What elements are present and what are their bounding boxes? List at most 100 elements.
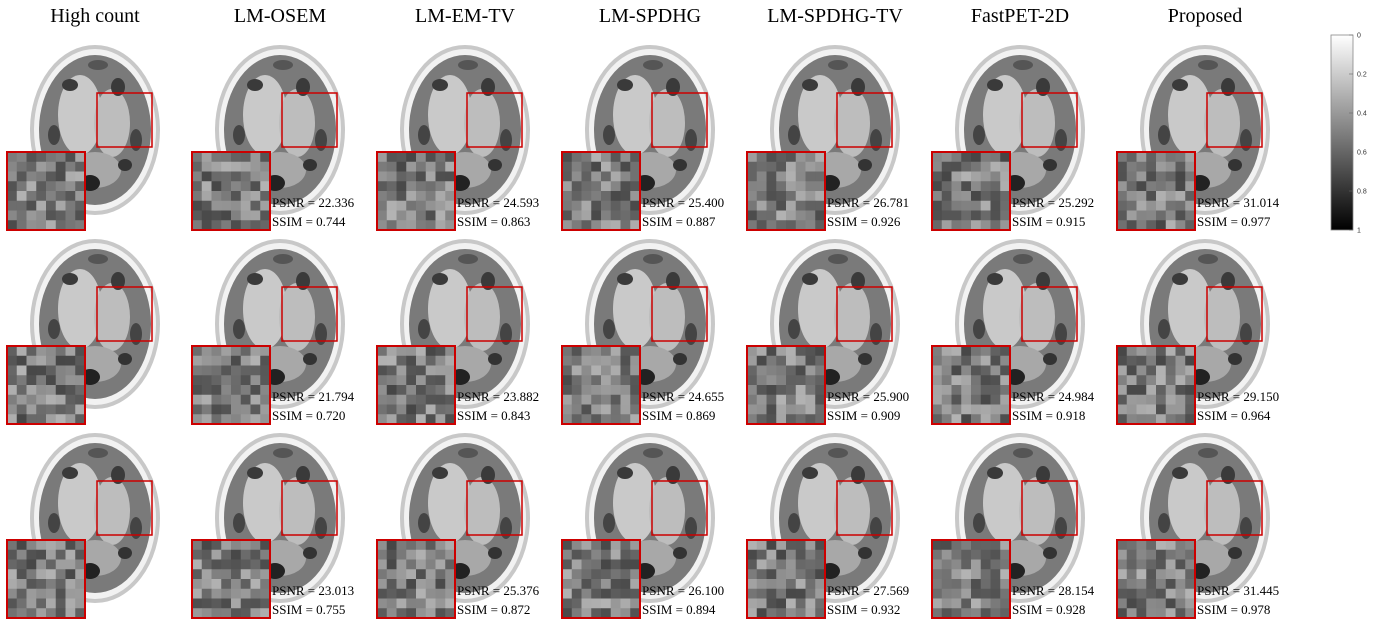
inset-pixel: [212, 191, 222, 201]
inset-pixel: [1137, 220, 1147, 230]
inset-pixel: [981, 540, 991, 550]
inset-pixel: [591, 366, 601, 376]
inset-pixel: [1117, 550, 1127, 560]
inset-pixel: [786, 172, 796, 182]
inset-pixel: [66, 560, 76, 570]
inset-pixel: [436, 181, 446, 191]
inset-pixel: [1117, 191, 1127, 201]
inset-pixel: [46, 356, 56, 366]
inset-pixel: [17, 375, 27, 385]
inset-pixel: [806, 540, 816, 550]
inset-pixel: [445, 550, 455, 560]
inset-pixel: [192, 608, 202, 618]
inset-pixel: [757, 191, 767, 201]
inset-pixel: [260, 608, 270, 618]
inset-pixel: [17, 414, 27, 424]
inset-pixel: [572, 608, 582, 618]
inset-pixel: [1000, 346, 1010, 356]
inset-pixel: [212, 414, 222, 424]
inset-pixel: [611, 395, 621, 405]
inset-pixel: [1166, 191, 1176, 201]
inset-pixel: [942, 589, 952, 599]
inset-pixel: [7, 162, 17, 172]
inset-pixel: [601, 211, 611, 221]
inset-pixel: [747, 181, 757, 191]
inset-pixel: [75, 181, 85, 191]
inset-pixel: [221, 579, 231, 589]
inset-pixel: [36, 385, 46, 395]
psnr-label: PSNR = 24.984: [1012, 389, 1095, 404]
inset-pixel: [621, 375, 631, 385]
inset-pixel: [611, 385, 621, 395]
inset-pixel: [621, 405, 631, 415]
inset-pixel: [1166, 385, 1176, 395]
inset-pixel: [1185, 579, 1195, 589]
inset-pixel: [747, 414, 757, 424]
inset-pixel: [767, 608, 777, 618]
inset-pixel: [27, 211, 37, 221]
inset-pixel: [46, 599, 56, 609]
inset-pixel: [27, 356, 37, 366]
inset-pixel: [786, 414, 796, 424]
inset-pixel: [426, 366, 436, 376]
inset-pixel: [1156, 550, 1166, 560]
inset-pixel: [406, 385, 416, 395]
inset-pixel: [212, 608, 222, 618]
inset-pixel: [36, 172, 46, 182]
inset-pixel: [621, 599, 631, 609]
inset-pixel: [757, 395, 767, 405]
inset-pixel: [1127, 201, 1137, 211]
inset-pixel: [786, 385, 796, 395]
inset-pixel: [971, 211, 981, 221]
inset-pixel: [621, 181, 631, 191]
inset-pixel: [7, 375, 17, 385]
inset-pixel: [776, 346, 786, 356]
inset-pixel: [436, 172, 446, 182]
inset-pixel: [426, 375, 436, 385]
inset-pixel: [1000, 414, 1010, 424]
inset-pixel: [221, 211, 231, 221]
inset-pixel: [776, 608, 786, 618]
inset-pixel: [1166, 414, 1176, 424]
inset-pixel: [776, 201, 786, 211]
inset-pixel: [942, 366, 952, 376]
inset-pixel: [806, 201, 816, 211]
inset-pixel: [796, 172, 806, 182]
inset-pixel: [445, 608, 455, 618]
ssim-label: SSIM = 0.843: [457, 408, 530, 423]
inset-pixel: [767, 540, 777, 550]
inset-pixel: [961, 356, 971, 366]
inset-pixel: [397, 162, 407, 172]
inset-pixel: [1176, 375, 1186, 385]
inset-pixel: [815, 211, 825, 221]
inset-pixel: [231, 599, 241, 609]
inset-pixel: [221, 589, 231, 599]
inset-pixel: [796, 162, 806, 172]
inset-pixel: [426, 191, 436, 201]
inset-pixel: [981, 356, 991, 366]
inset-pixel: [17, 191, 27, 201]
inset-pixel: [562, 414, 572, 424]
inset-pixel: [445, 589, 455, 599]
inset-pixel: [56, 550, 66, 560]
inset-pixel: [971, 560, 981, 570]
inset-pixel: [192, 414, 202, 424]
inset-pixel: [582, 191, 592, 201]
inset-pixel: [221, 560, 231, 570]
inset-pixel: [66, 385, 76, 395]
inset-pixel: [387, 395, 397, 405]
inset-pixel: [406, 366, 416, 376]
inset-pixel: [56, 608, 66, 618]
inset-pixel: [1000, 356, 1010, 366]
inset-pixel: [971, 356, 981, 366]
inset-pixel: [767, 599, 777, 609]
inset-pixel: [932, 375, 942, 385]
inset-pixel: [221, 608, 231, 618]
inset-pixel: [27, 405, 37, 415]
inset-pixel: [981, 405, 991, 415]
inset-pixel: [591, 550, 601, 560]
inset-pixel: [1127, 181, 1137, 191]
inset-pixel: [36, 356, 46, 366]
inset-pixel: [991, 599, 1001, 609]
inset-pixel: [786, 589, 796, 599]
